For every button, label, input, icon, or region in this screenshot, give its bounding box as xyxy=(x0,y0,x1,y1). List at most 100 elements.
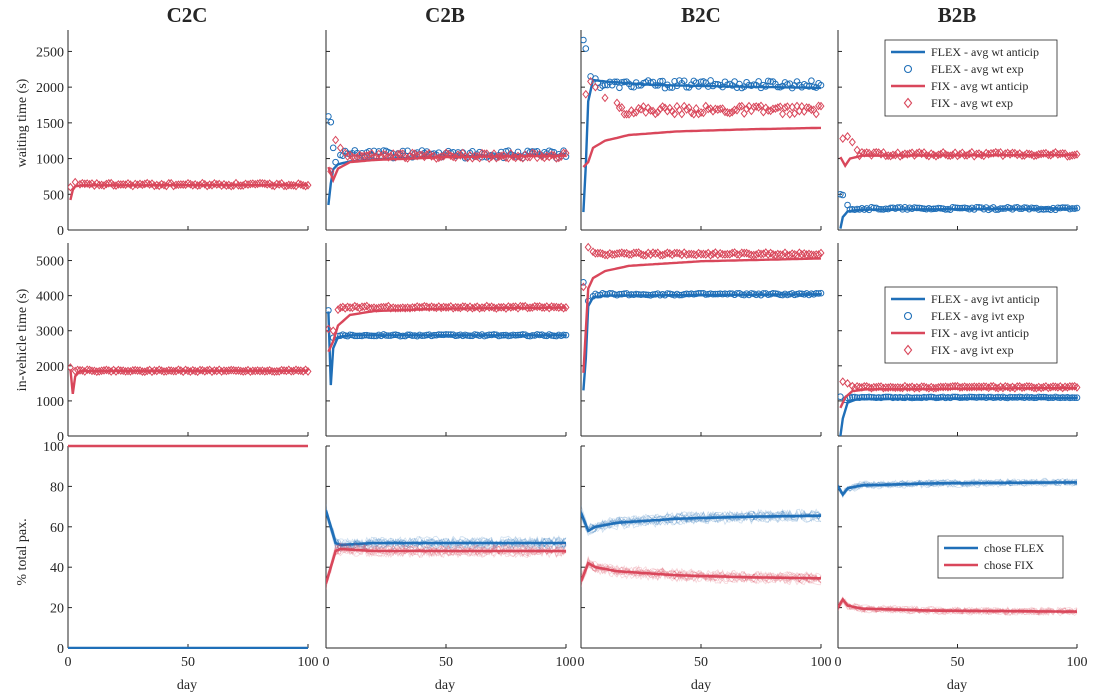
marker-fix-avg-wt-exp xyxy=(95,180,103,190)
marker-flex-avg-ivt-exp xyxy=(1011,393,1019,401)
marker-fix-avg-wt-exp xyxy=(294,179,302,189)
legend-label: FLEX - avg ivt anticip xyxy=(931,292,1040,306)
marker-flex-avg-ivt-exp xyxy=(884,393,892,401)
plot-area xyxy=(68,363,312,395)
marker-flex-avg-wt-exp xyxy=(652,82,659,89)
marker-fix-avg-ivt-exp xyxy=(632,248,640,258)
y-tick-label: 4000 xyxy=(36,290,64,305)
marker-fix-avg-wt-exp xyxy=(234,180,242,190)
marker-fix-avg-ivt-exp xyxy=(401,303,409,313)
marker-fix-avg-ivt-exp xyxy=(942,382,950,392)
marker-flex-avg-ivt-exp xyxy=(628,291,635,298)
marker-fix-avg-wt-exp xyxy=(582,89,590,99)
panel-c2c-share: 0 20 40 60 80 100 0 50 100 xyxy=(43,440,319,670)
marker-fix-avg-wt-exp xyxy=(344,152,352,161)
marker-fix-avg-ivt-exp xyxy=(459,302,467,311)
marker-fix-avg-wt-exp xyxy=(227,181,235,191)
marker-flex-avg-ivt-exp xyxy=(853,394,861,401)
marker-fix-avg-wt-exp xyxy=(189,180,197,190)
marker-fix-avg-ivt-exp xyxy=(158,366,166,376)
marker-fix-avg-wt-exp xyxy=(263,180,271,189)
marker-fix-avg-wt-exp xyxy=(953,151,962,161)
marker-fix-avg-ivt-exp xyxy=(584,242,592,252)
marker-fix-avg-ivt-exp xyxy=(444,302,452,312)
y-tick-label: 100 xyxy=(43,440,64,455)
marker-fix-avg-ivt-exp xyxy=(550,302,558,312)
marker-flex-avg-ivt-exp xyxy=(865,393,873,401)
marker-fix-avg-ivt-exp xyxy=(807,250,815,259)
series-flex-avg-wt-anticip xyxy=(839,207,1077,229)
marker-flex-avg-ivt-exp xyxy=(856,394,863,401)
marker-fix-avg-wt-exp xyxy=(423,150,431,159)
marker-fix-avg-ivt-exp xyxy=(769,249,777,259)
marker-fix-avg-wt-exp xyxy=(1071,150,1079,160)
marker-fix-avg-ivt-exp xyxy=(509,302,517,312)
marker-fix-avg-wt-exp xyxy=(464,153,472,163)
marker-flex-avg-wt-exp xyxy=(404,147,411,155)
marker-flex-avg-wt-exp xyxy=(326,113,332,120)
marker-fix-avg-wt-exp xyxy=(261,179,269,189)
marker-fix-avg-ivt-exp xyxy=(934,382,942,392)
marker-fix-avg-ivt-exp xyxy=(399,303,407,313)
marker-fix-avg-wt-exp xyxy=(994,148,1002,158)
marker-fix-avg-wt-exp xyxy=(690,109,698,119)
xlabel-c2c: day xyxy=(177,678,197,693)
marker-fix-avg-ivt-exp xyxy=(102,365,110,375)
marker-flex-avg-wt-exp xyxy=(1071,205,1078,212)
marker-fix-avg-ivt-exp xyxy=(249,366,257,376)
run-trace-chose-fix xyxy=(838,598,1078,614)
marker-fix-avg-wt-exp xyxy=(723,108,731,117)
marker-fix-avg-wt-exp xyxy=(117,180,125,189)
marker-flex-avg-ivt-exp xyxy=(695,290,702,297)
run-trace-chose-flex xyxy=(581,505,822,533)
marker-fix-avg-wt-exp xyxy=(327,167,335,176)
marker-fix-avg-ivt-exp xyxy=(68,363,74,372)
marker-fix-avg-wt-exp xyxy=(848,137,856,147)
marker-flex-avg-wt-exp xyxy=(999,205,1007,212)
marker-fix-avg-wt-exp xyxy=(222,181,230,190)
marker-fix-avg-ivt-exp xyxy=(153,366,161,376)
marker-flex-avg-ivt-exp xyxy=(733,290,741,297)
marker-fix-avg-ivt-exp xyxy=(1061,382,1069,392)
marker-fix-avg-ivt-exp xyxy=(552,302,560,312)
run-trace-chose-fix xyxy=(326,545,567,581)
marker-fix-avg-wt-exp xyxy=(812,109,820,119)
marker-fix-avg-ivt-exp xyxy=(254,366,262,375)
ylabel-waiting-time: waiting time (s) xyxy=(15,78,30,167)
marker-flex-avg-wt-exp xyxy=(877,206,885,213)
marker-flex-avg-ivt-exp xyxy=(529,332,536,339)
marker-flex-avg-ivt-exp xyxy=(363,331,371,339)
marker-fix-avg-wt-exp xyxy=(78,178,86,188)
marker-fix-avg-wt-exp xyxy=(408,148,416,158)
ylabel-percent-total-pax: % total pax. xyxy=(15,518,30,585)
marker-fix-avg-ivt-exp xyxy=(182,365,190,375)
y-tick-label: 2000 xyxy=(36,360,64,375)
marker-fix-avg-wt-exp xyxy=(562,148,570,158)
marker-flex-avg-wt-exp xyxy=(882,205,890,213)
marker-fix-avg-wt-exp xyxy=(81,179,89,189)
marker-fix-avg-wt-exp xyxy=(858,147,866,157)
marker-fix-avg-ivt-exp xyxy=(387,303,395,313)
marker-flex-avg-ivt-exp xyxy=(632,290,640,298)
marker-fix-avg-wt-exp xyxy=(740,109,748,118)
marker-flex-avg-ivt-exp xyxy=(509,331,517,339)
x-tick-label: 0 xyxy=(835,655,842,670)
marker-flex-avg-ivt-exp xyxy=(721,290,729,297)
marker-fix-avg-wt-exp xyxy=(637,104,645,114)
marker-fix-avg-wt-exp xyxy=(452,153,460,162)
marker-fix-avg-wt-exp xyxy=(989,148,997,158)
marker-flex-avg-ivt-exp xyxy=(712,290,719,298)
marker-flex-avg-ivt-exp xyxy=(1028,394,1035,401)
marker-fix-avg-wt-exp xyxy=(1059,148,1067,158)
marker-flex-avg-wt-exp xyxy=(611,78,618,86)
marker-fix-avg-ivt-exp xyxy=(659,250,667,260)
marker-fix-avg-ivt-exp xyxy=(76,365,84,375)
panel-b2c-waiting xyxy=(580,30,825,231)
marker-fix-avg-ivt-exp xyxy=(891,383,899,393)
marker-flex-avg-ivt-exp xyxy=(430,331,438,339)
marker-fix-avg-ivt-exp xyxy=(844,378,852,388)
x-tick-label: 0 xyxy=(65,655,72,670)
marker-fix-avg-ivt-exp xyxy=(994,383,1002,393)
marker-flex-avg-ivt-exp xyxy=(868,394,875,401)
marker-fix-avg-ivt-exp xyxy=(927,382,935,392)
